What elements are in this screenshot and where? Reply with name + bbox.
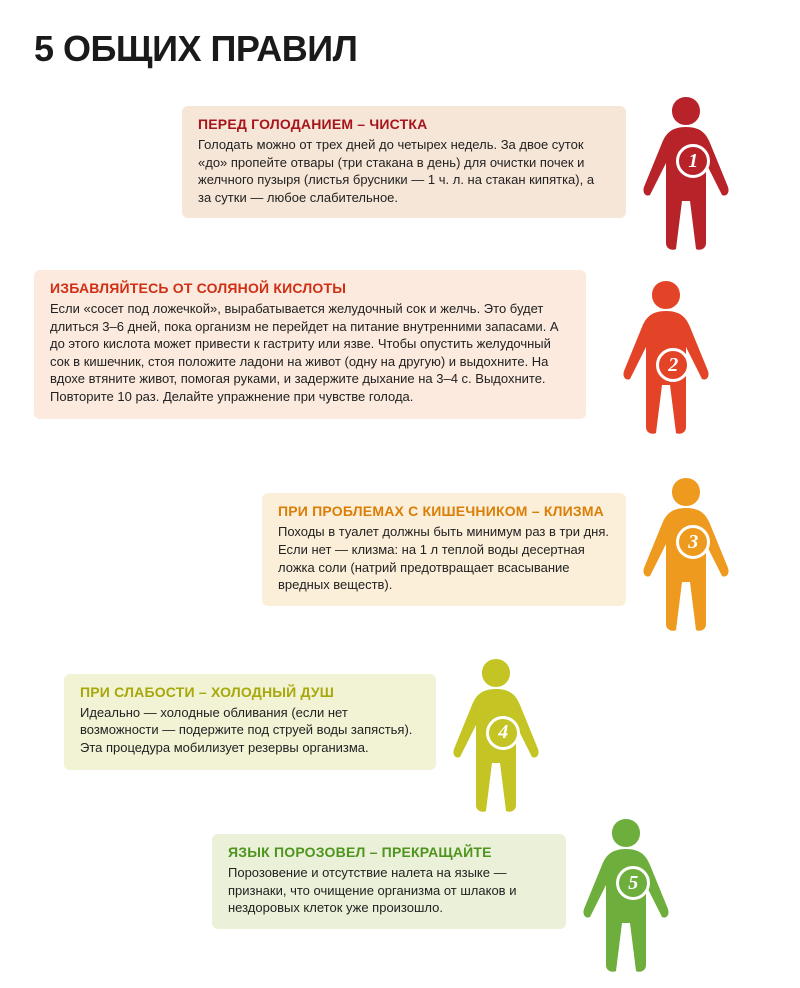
human-figure-icon: 3: [626, 467, 746, 647]
rule-body: Походы в туалет должны быть минимум раз …: [278, 523, 610, 593]
rule-item: ПРИ СЛАБОСТИ – ХОЛОДНЫЙ ДУШ Идеально — х…: [34, 674, 766, 771]
page-title: 5 ОБЩИХ ПРАВИЛ: [34, 28, 766, 70]
rule-item: ИЗБАВЛЯЙТЕСЬ ОТ СОЛЯНОЙ КИСЛОТЫ Если «со…: [34, 270, 766, 419]
human-figure-icon: 4: [436, 648, 556, 828]
rule-title: ПЕРЕД ГОЛОДАНИЕМ – ЧИСТКА: [198, 116, 610, 132]
rule-title: ИЗБАВЛЯЙТЕСЬ ОТ СОЛЯНОЙ КИСЛОТЫ: [50, 280, 570, 296]
rule-body: Порозовение и отсутствие налета на языке…: [228, 864, 550, 917]
rule-title: ПРИ СЛАБОСТИ – ХОЛОДНЫЙ ДУШ: [80, 684, 420, 700]
rule-number: 4: [486, 716, 520, 750]
rule-body: Если «сосет под ложечкой», вырабатываетс…: [50, 300, 570, 405]
rule-body: Голодать можно от трех дней до четырех н…: [198, 136, 610, 206]
human-figure-icon: 1: [626, 86, 746, 266]
human-figure-icon: 2: [606, 270, 726, 450]
rule-textbox: ИЗБАВЛЯЙТЕСЬ ОТ СОЛЯНОЙ КИСЛОТЫ Если «со…: [34, 270, 586, 419]
rule-number: 3: [676, 525, 710, 559]
rule-title: ЯЗЫК ПОРОЗОВЕЛ – ПРЕКРАЩАЙТЕ: [228, 844, 550, 860]
rule-textbox: ПРИ СЛАБОСТИ – ХОЛОДНЫЙ ДУШ Идеально — х…: [64, 674, 436, 771]
rule-textbox: ПЕРЕД ГОЛОДАНИЕМ – ЧИСТКА Голодать можно…: [182, 106, 626, 218]
rule-item: ЯЗЫК ПОРОЗОВЕЛ – ПРЕКРАЩАЙТЕ Порозовение…: [34, 834, 766, 929]
rule-body: Идеально — холодные обливания (если нет …: [80, 704, 420, 757]
rules-list: ПЕРЕД ГОЛОДАНИЕМ – ЧИСТКА Голодать можно…: [34, 88, 766, 929]
rule-title: ПРИ ПРОБЛЕМАХ С КИШЕЧНИКОМ – КЛИЗМА: [278, 503, 610, 519]
rule-item: ПЕРЕД ГОЛОДАНИЕМ – ЧИСТКА Голодать можно…: [34, 106, 766, 218]
rule-textbox: ПРИ ПРОБЛЕМАХ С КИШЕЧНИКОМ – КЛИЗМА Похо…: [262, 493, 626, 605]
rule-textbox: ЯЗЫК ПОРОЗОВЕЛ – ПРЕКРАЩАЙТЕ Порозовение…: [212, 834, 566, 929]
rule-number: 2: [656, 348, 690, 382]
rule-number: 5: [616, 866, 650, 900]
rule-number: 1: [676, 144, 710, 178]
human-figure-icon: 5: [566, 808, 686, 988]
rule-item: ПРИ ПРОБЛЕМАХ С КИШЕЧНИКОМ – КЛИЗМА Похо…: [34, 493, 766, 605]
